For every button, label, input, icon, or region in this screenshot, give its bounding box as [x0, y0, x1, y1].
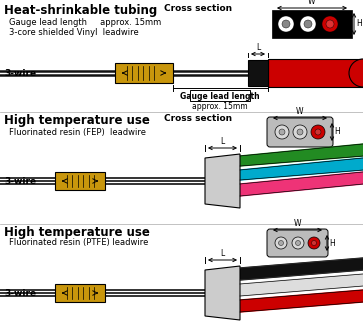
Circle shape [276, 14, 296, 34]
Polygon shape [240, 144, 363, 166]
Bar [55, 284, 105, 302]
Polygon shape [205, 266, 240, 320]
Text: 3-wire: 3-wire [4, 176, 36, 185]
Circle shape [349, 59, 363, 87]
Bar [268, 59, 363, 87]
Circle shape [308, 237, 320, 249]
Circle shape [275, 237, 287, 249]
Text: Cross section: Cross section [164, 114, 232, 123]
Text: 3-wire: 3-wire [4, 289, 36, 297]
Circle shape [278, 241, 284, 246]
Polygon shape [240, 274, 363, 296]
Bar [190, 90, 250, 101]
Text: High temperature use: High temperature use [4, 114, 150, 127]
FancyBboxPatch shape [267, 229, 328, 257]
Text: 3-wire: 3-wire [4, 69, 36, 78]
Text: Heat-shrinkable tubing: Heat-shrinkable tubing [4, 4, 157, 17]
Circle shape [298, 14, 318, 34]
Circle shape [311, 241, 317, 246]
Circle shape [320, 14, 340, 34]
Text: Cross section: Cross section [164, 4, 232, 13]
Polygon shape [240, 158, 363, 180]
FancyBboxPatch shape [267, 117, 333, 147]
Text: Fluorinated resin (FEP)  leadwire: Fluorinated resin (FEP) leadwire [9, 128, 146, 137]
Text: W: W [308, 0, 316, 6]
Polygon shape [205, 154, 240, 208]
Text: W: W [296, 107, 304, 116]
Text: L: L [220, 137, 225, 146]
Text: H: H [356, 19, 362, 29]
Text: L: L [220, 249, 225, 258]
Text: W: W [294, 219, 301, 228]
Bar [115, 63, 173, 83]
Text: H: H [334, 127, 340, 136]
Circle shape [315, 129, 321, 135]
Circle shape [279, 129, 285, 135]
Text: L: L [256, 43, 260, 52]
Text: Gauge lead length     approx. 15mm: Gauge lead length approx. 15mm [9, 18, 161, 27]
Polygon shape [240, 258, 363, 280]
Circle shape [322, 16, 338, 32]
Circle shape [293, 125, 307, 139]
Text: Fluorinated resin (PTFE) leadwire: Fluorinated resin (PTFE) leadwire [9, 238, 148, 247]
Circle shape [297, 129, 303, 135]
Text: High temperature use: High temperature use [4, 226, 150, 239]
Circle shape [282, 20, 290, 28]
Circle shape [326, 20, 334, 28]
Bar [272, 10, 352, 38]
Circle shape [278, 16, 294, 32]
Text: Gauge lead length: Gauge lead length [180, 92, 260, 101]
Polygon shape [240, 290, 363, 312]
Bar [248, 60, 268, 86]
Circle shape [292, 237, 304, 249]
Circle shape [304, 20, 312, 28]
Circle shape [275, 125, 289, 139]
Text: H: H [329, 239, 335, 248]
Circle shape [300, 16, 316, 32]
Polygon shape [240, 172, 363, 196]
Circle shape [295, 241, 301, 246]
Bar [55, 172, 105, 190]
Text: approx. 15mm: approx. 15mm [192, 102, 248, 111]
Text: 3-core shielded Vinyl  leadwire: 3-core shielded Vinyl leadwire [9, 28, 139, 37]
Circle shape [311, 125, 325, 139]
